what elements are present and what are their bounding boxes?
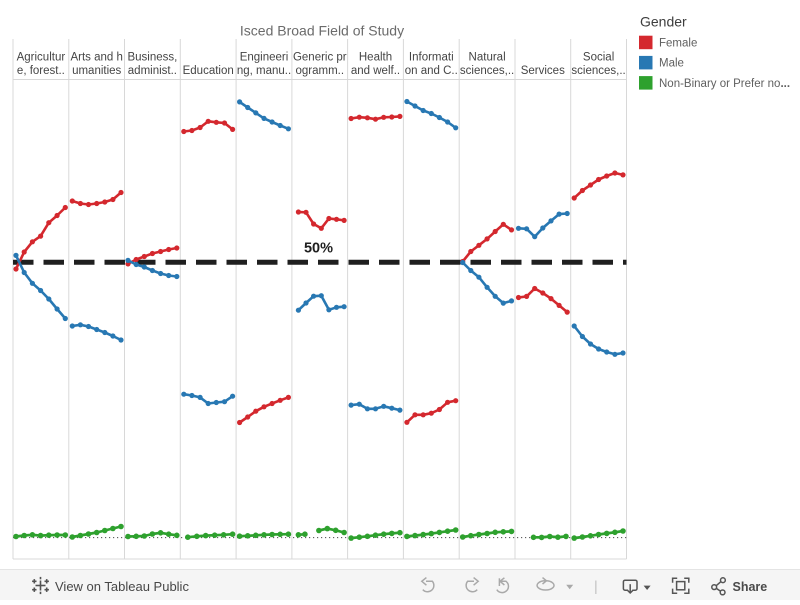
svg-text:Gender: Gender: [640, 14, 687, 30]
svg-text:Natural: Natural: [469, 52, 506, 64]
svg-text:Generic pr: Generic pr: [293, 52, 347, 64]
svg-text:Agricultur: Agricultur: [17, 52, 66, 64]
svg-text:Share: Share: [733, 580, 768, 594]
svg-text:Social: Social: [583, 52, 614, 64]
svg-text:sciences,..: sciences,..: [571, 65, 625, 77]
svg-text:Business,: Business,: [127, 52, 177, 64]
svg-text:ogramm..: ogramm..: [296, 65, 345, 77]
svg-text:Education: Education: [183, 65, 234, 77]
svg-text:sciences,..: sciences,..: [460, 65, 514, 77]
svg-text:e, forest..: e, forest..: [17, 65, 65, 77]
svg-text:Isced Broad Field of Study: Isced Broad Field of Study: [240, 23, 404, 39]
svg-text:50%: 50%: [304, 241, 333, 257]
svg-text:umanities: umanities: [72, 65, 121, 77]
svg-text:Health: Health: [359, 52, 392, 64]
svg-text:and welf..: and welf..: [351, 65, 400, 77]
svg-text:Engineeri: Engineeri: [240, 52, 289, 64]
svg-text:Non-Binary or Prefer no...: Non-Binary or Prefer no...: [659, 78, 790, 90]
svg-text:on and C..: on and C..: [405, 65, 458, 77]
svg-text:ng, manu..: ng, manu..: [237, 65, 291, 77]
svg-text:Female: Female: [659, 38, 697, 50]
svg-text:administ..: administ..: [128, 65, 177, 77]
svg-text:Male: Male: [659, 58, 684, 70]
svg-text:Arts and h: Arts and h: [70, 52, 122, 64]
svg-text:Services: Services: [521, 65, 565, 77]
svg-text:View on Tableau Public: View on Tableau Public: [55, 579, 189, 594]
svg-text:Informati: Informati: [409, 52, 454, 64]
